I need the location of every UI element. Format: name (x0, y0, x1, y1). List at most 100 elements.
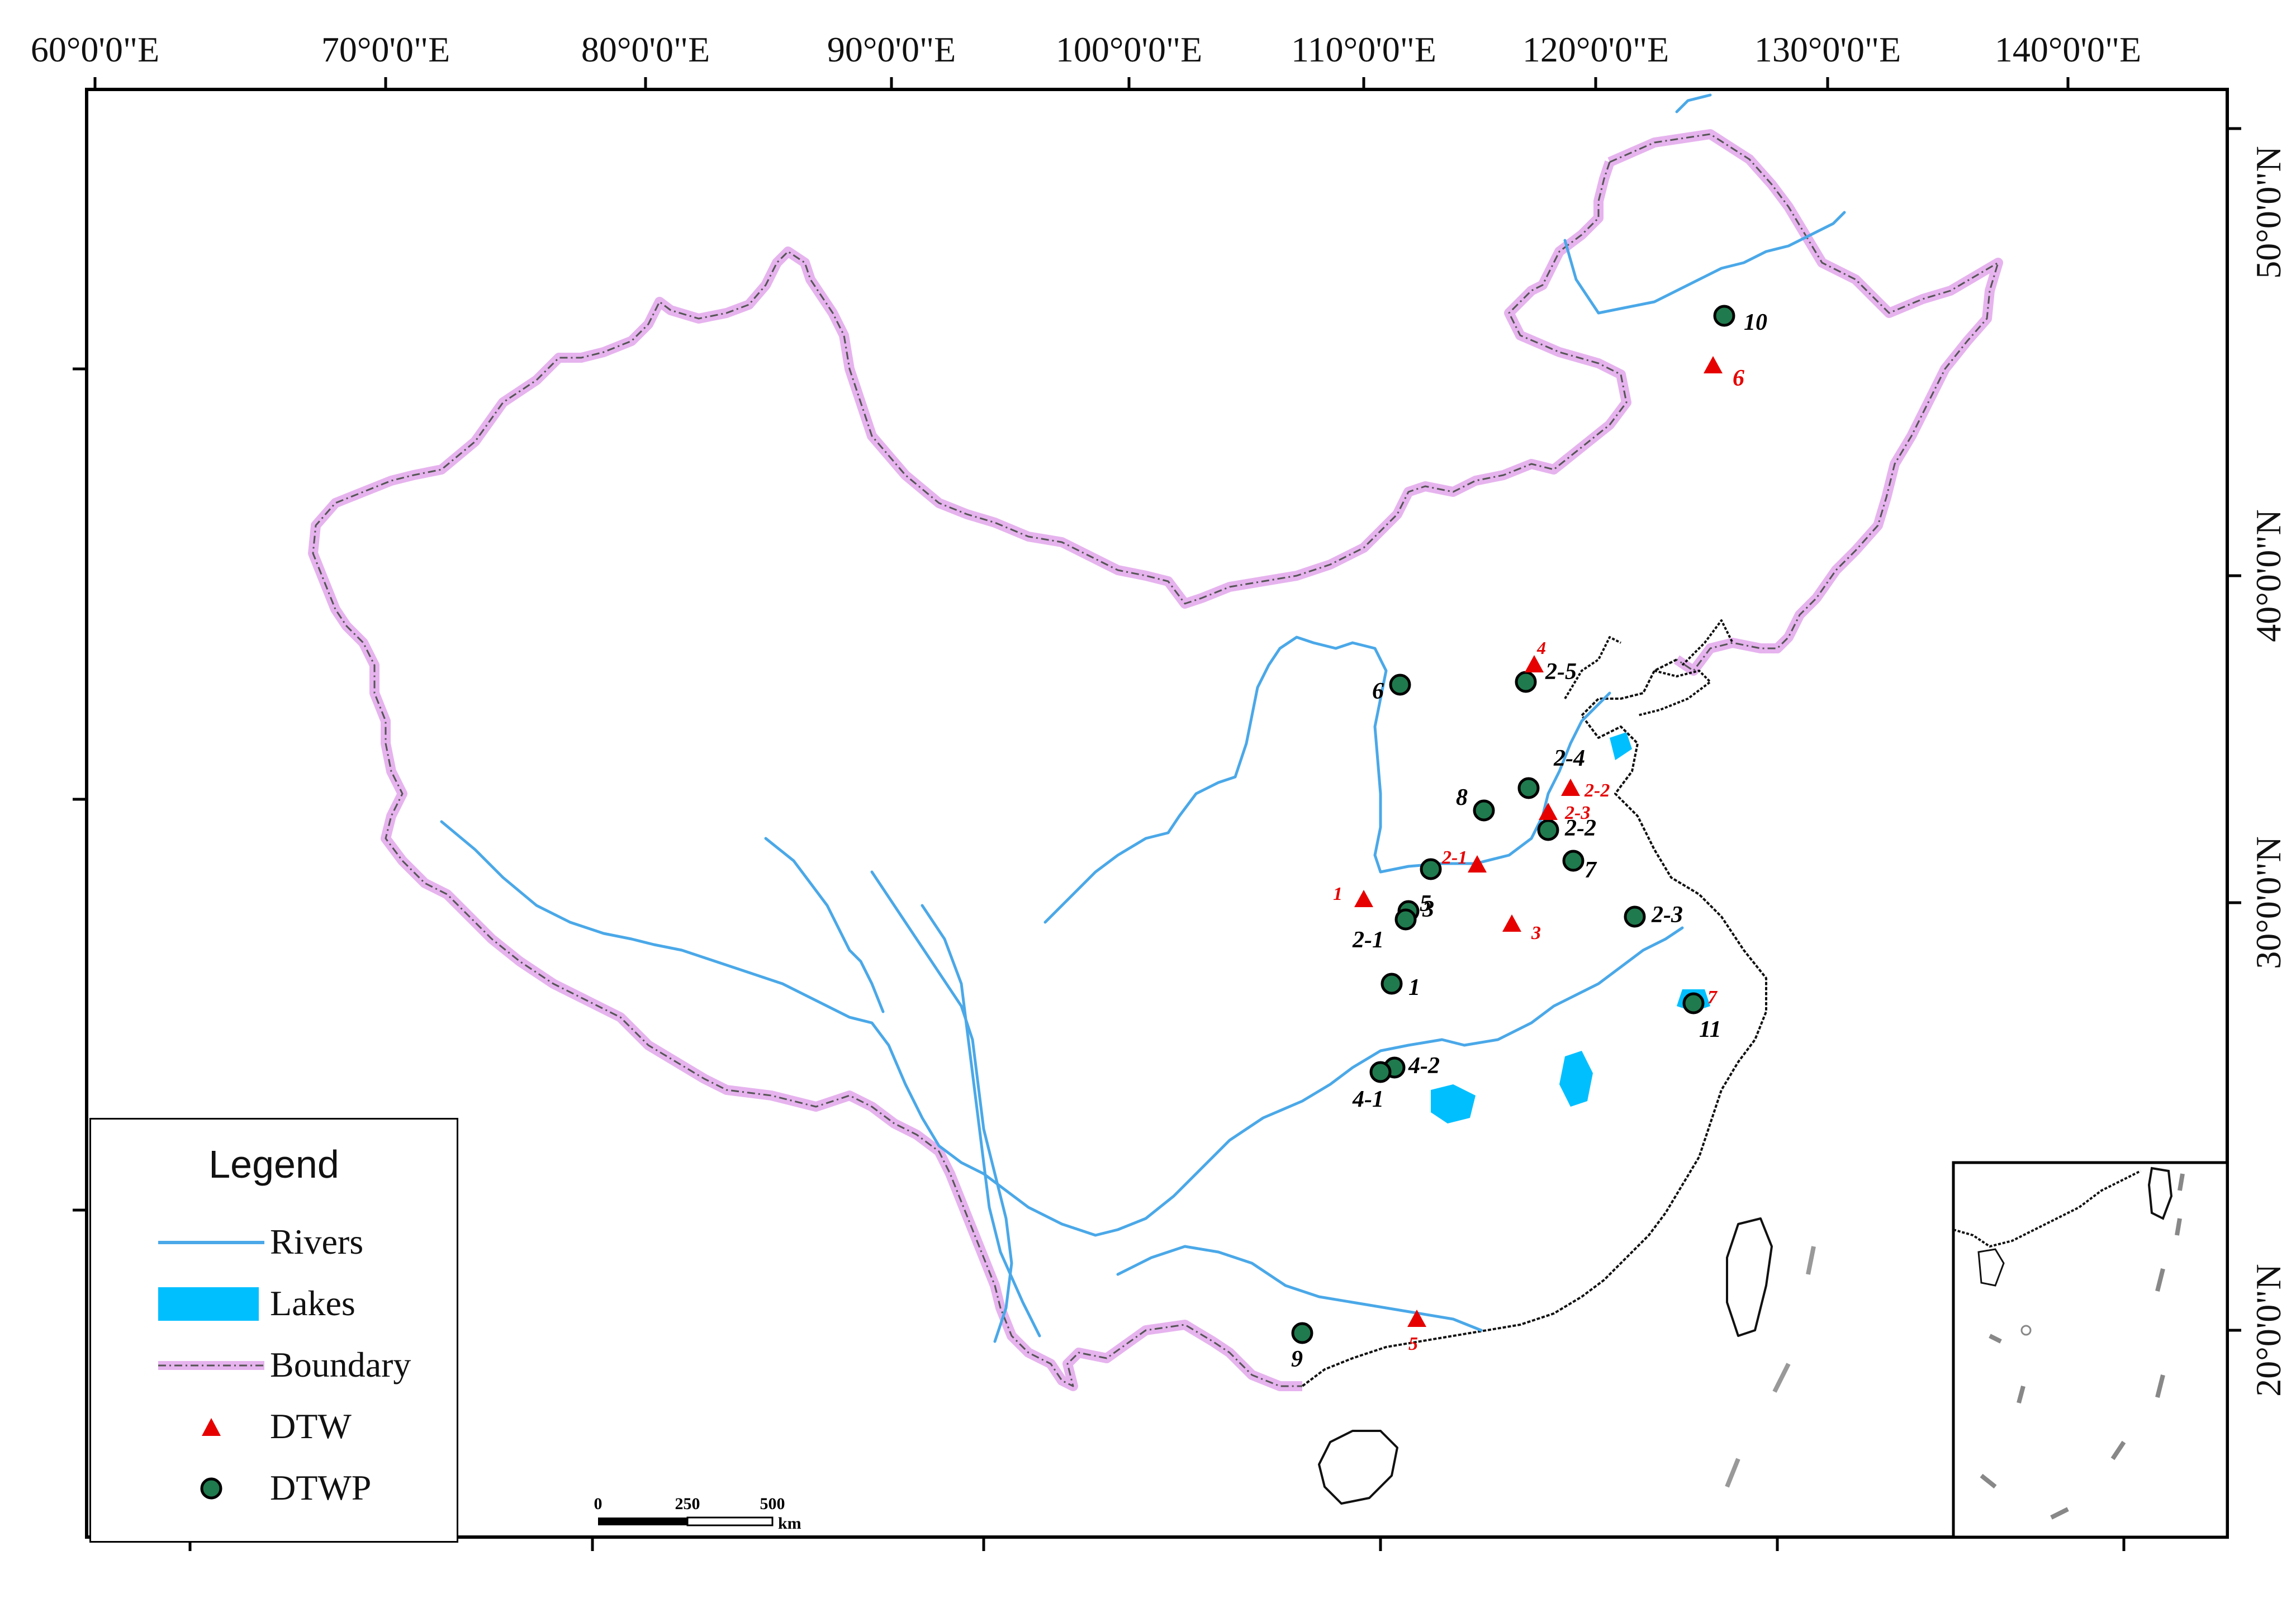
china-boundary (308, 129, 2003, 1391)
river-pearl (1116, 1245, 1483, 1332)
dtwp-label-8: 8 (1456, 785, 1468, 810)
legend-label-boundary: Boundary (270, 1345, 411, 1384)
tick-label-20n: 20°0'0"N (2248, 1264, 2288, 1396)
legend-item-dtw: DTW (91, 1399, 457, 1455)
dtwp-label-3: 3 (1422, 897, 1434, 922)
top-ticks (93, 77, 2070, 89)
bottom-ticks (188, 1537, 2126, 1551)
dtwp-label-5: 5 (1420, 891, 1431, 917)
map-frame (85, 88, 2229, 1539)
left-ticks (73, 367, 87, 1212)
dtwp-site-10[interactable] (1713, 305, 1735, 327)
tick-label-60e: 60°0'0"E (31, 30, 159, 69)
dtwp-label-1: 1 (1408, 975, 1420, 1000)
dtwp-site-2-5[interactable] (1515, 671, 1537, 693)
tick-label-100e: 100°0'0"E (1056, 30, 1202, 69)
inset-map (1952, 1161, 2229, 1539)
dtwp-label-7: 7 (1585, 857, 1597, 883)
river-west-1 (870, 870, 1013, 1343)
tick-label-90e: 90°0'0"E (827, 30, 956, 69)
dtwp-site-8[interactable] (1473, 799, 1495, 822)
dtwp-site-4-1[interactable] (1369, 1061, 1392, 1083)
dtwp-label-4-2: 4-2 (1408, 1053, 1440, 1079)
dtw-label-2-3: 2-3 (1564, 803, 1590, 823)
dtw-site-6[interactable] (1704, 356, 1723, 373)
dtwp-site-7[interactable] (1562, 850, 1585, 872)
legend-item-boundary: Boundary (91, 1338, 457, 1393)
dtw-site-2-2[interactable] (1561, 779, 1580, 796)
dtwp-label-4-1: 4-1 (1352, 1087, 1384, 1112)
tick-label-130e: 130°0'0"E (1754, 30, 1901, 69)
top-tick-labels: 60°0'0"E 70°0'0"E 80°0'0"E 90°0'0"E 100°… (31, 30, 2141, 69)
tick-label-70e: 70°0'0"E (321, 30, 450, 69)
red-triangle-icon (202, 1418, 221, 1436)
dtw-site-5[interactable] (1407, 1310, 1426, 1327)
dtwp-site-9[interactable] (1291, 1322, 1313, 1344)
legend-item-rivers: Rivers (91, 1215, 457, 1270)
dtwp-sites (1291, 305, 1735, 1344)
dtw-label-2-2: 2-2 (1584, 780, 1610, 801)
dtwp-label-9: 9 (1291, 1346, 1303, 1372)
tick-label-110e: 110°0'0"E (1291, 30, 1436, 69)
sea-border-dashes (1725, 1246, 1816, 1488)
lake-dongting (1431, 1084, 1476, 1123)
green-circle-icon (200, 1477, 222, 1500)
dtw-label-6: 6 (1733, 366, 1744, 391)
scale-label-0: 0 (594, 1495, 603, 1513)
boundary-line-icon (158, 1361, 264, 1370)
dtw-site-2-3[interactable] (1539, 803, 1558, 820)
dtwp-site-5[interactable] (1420, 858, 1442, 880)
dtwp-site-2-1[interactable] (1394, 908, 1417, 931)
dtwp-label-2-5: 2-5 (1545, 659, 1577, 685)
river-yangtze (440, 820, 1684, 1237)
dtw-label-1: 1 (1333, 884, 1343, 904)
river-west-3 (764, 837, 885, 1013)
dtwp-site-2-4[interactable] (1517, 777, 1540, 799)
dtw-label-7: 7 (1707, 987, 1718, 1008)
dtwp-label-10: 10 (1744, 310, 1767, 335)
tick-label-30n: 30°0'0"N (2248, 836, 2288, 969)
dtwp-labels: 10 6 2-5 2-4 8 2-2 7 5 2-3 3 2-1 1 4-2 4… (1291, 310, 1767, 1372)
dtw-site-4[interactable] (1525, 655, 1544, 672)
dtwp-site-2-3[interactable] (1624, 905, 1646, 928)
scale-unit: km (778, 1514, 801, 1533)
lake-poyang (1559, 1051, 1593, 1107)
scale-bar: 0 250 500 km (594, 1495, 801, 1533)
dtw-site-2-1[interactable] (1468, 855, 1487, 873)
dtw-label-3: 3 (1531, 923, 1541, 943)
dtwp-label-2-1: 2-1 (1352, 927, 1384, 953)
scale-label-250: 250 (675, 1495, 700, 1513)
dtwp-label-6: 6 (1372, 679, 1384, 704)
dtw-labels: 6 4 2-2 2-3 2-1 1 3 7 5 (1333, 366, 1744, 1354)
tick-label-120e: 120°0'0"E (1522, 30, 1669, 69)
hainan-island (1318, 1430, 1398, 1505)
dtw-label-5: 5 (1408, 1334, 1418, 1354)
dtw-label-2-1: 2-1 (1441, 847, 1467, 868)
dtwp-site-11[interactable] (1682, 992, 1705, 1014)
tick-label-40n: 40°0'0"N (2248, 509, 2288, 642)
dtw-site-3[interactable] (1502, 914, 1521, 932)
dtwp-site-6[interactable] (1389, 674, 1411, 696)
tick-label-140e: 140°0'0"E (1995, 30, 2141, 69)
river-west-2 (921, 904, 1041, 1338)
legend-label-rivers: Rivers (270, 1222, 364, 1262)
right-ticks (2227, 127, 2241, 1332)
dtwp-site-1[interactable] (1381, 973, 1403, 995)
dtwp-site-2-2[interactable] (1537, 819, 1559, 841)
legend-label-dtwp: DTWP (270, 1468, 372, 1507)
dtw-site-1[interactable] (1354, 890, 1373, 907)
dtw-sites (1354, 356, 1723, 1327)
legend: Legend Rivers Lakes Boundary DTW DTWP (89, 1118, 458, 1543)
river-line-icon (158, 1241, 264, 1244)
rivers (440, 93, 1846, 1343)
river-north (1563, 211, 1846, 315)
legend-item-lakes: Lakes (91, 1276, 457, 1332)
scale-label-500: 500 (760, 1495, 785, 1513)
right-tick-labels: 50°0'0"N 40°0'0"N 30°0'0"N 20°0'0"N (2248, 146, 2288, 1396)
legend-item-dtwp: DTWP (91, 1461, 457, 1516)
river-yellow (1043, 636, 1611, 924)
legend-title: Legend (208, 1142, 339, 1186)
dtwp-label-2-3: 2-3 (1651, 902, 1683, 928)
tick-label-80e: 80°0'0"E (581, 30, 710, 69)
